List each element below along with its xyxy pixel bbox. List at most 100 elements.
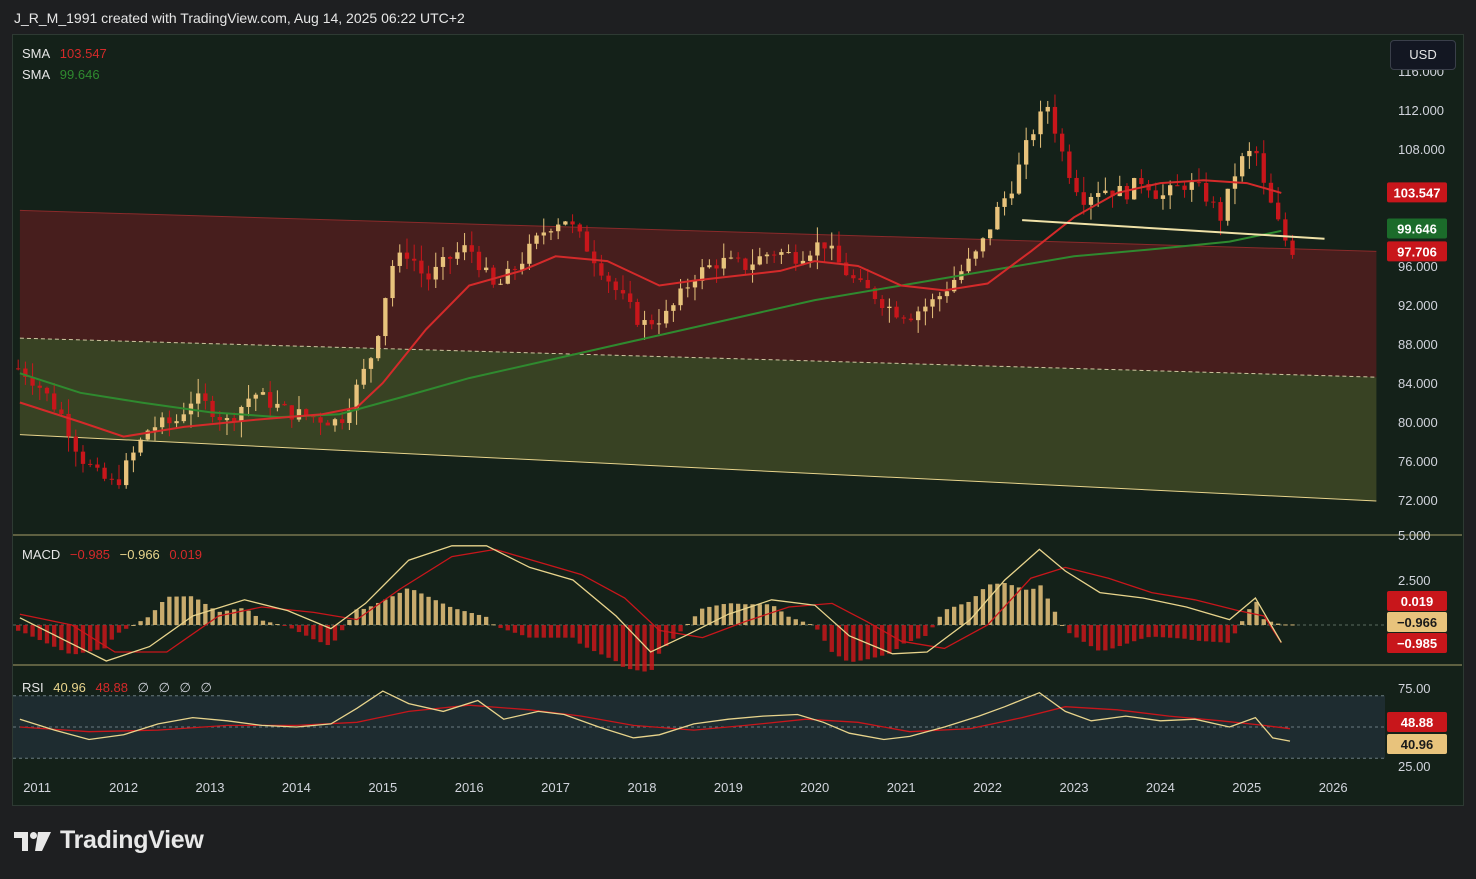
candle-body (592, 251, 597, 264)
tradingview-logo-icon (14, 831, 51, 851)
macd-histogram-bar (95, 625, 100, 650)
macd-histogram-tag: 0.019 (1401, 594, 1434, 609)
macd-histogram-bar (340, 625, 345, 631)
rsi-legend: RSI 40.96 48.88 ∅ ∅ ∅ ∅ (22, 680, 218, 696)
candle-body (498, 283, 503, 285)
neckline (1022, 219, 1325, 240)
macd-histogram-bar (556, 625, 561, 638)
currency-button[interactable]: USD (1390, 40, 1456, 70)
rsi-legend-extra-2: ∅ (158, 680, 170, 695)
macd-histogram-bar (1110, 625, 1115, 649)
candle-body (541, 232, 546, 236)
candle-body (916, 311, 921, 321)
macd-histogram-bar (793, 619, 798, 625)
candle-body (844, 262, 849, 276)
sma-slow-legend-value: 99.646 (59, 67, 100, 82)
macd-histogram-tag-bg (1387, 591, 1447, 611)
macd-histogram-bar (1038, 585, 1043, 625)
candle-body (1052, 106, 1058, 134)
x-tick: 2024 (1146, 780, 1175, 795)
macd-histogram-bar (721, 604, 726, 625)
candle-body (1189, 182, 1194, 190)
candle-body (232, 418, 237, 422)
macd-histogram-bar (1124, 625, 1130, 644)
candle-body (296, 409, 302, 420)
macd-histogram-bar (923, 625, 928, 636)
candle-body (282, 403, 287, 406)
macd-histogram-bar (1131, 625, 1137, 642)
candle-body (419, 260, 424, 274)
candle-body (340, 419, 345, 423)
macd-histogram-bar (944, 609, 950, 625)
macd-histogram-bar (952, 606, 957, 625)
macd-histogram-bar (224, 610, 230, 625)
candle-body (692, 280, 698, 288)
candle-body (556, 224, 561, 232)
candle-body (1218, 202, 1223, 221)
macd-histogram-bar (368, 606, 374, 625)
macd-histogram-bar (642, 625, 647, 672)
macd-histogram-bar (16, 625, 21, 631)
macd-histogram-bar (124, 625, 129, 629)
candle-body (131, 452, 136, 461)
price-y-tick: 108.000 (1398, 142, 1445, 157)
candle-body (793, 252, 798, 264)
candle-body (1247, 150, 1252, 157)
macd-histogram-bar (174, 596, 179, 625)
macd-histogram-bar (332, 625, 338, 641)
macd-histogram-bar (498, 625, 503, 628)
candle-body (124, 460, 129, 486)
macd-histogram-bar (455, 609, 460, 625)
candle-body (160, 417, 165, 428)
x-tick: 2015 (368, 780, 397, 795)
candle-body (505, 268, 510, 284)
macd-histogram-bar (116, 625, 122, 633)
candle-body (664, 310, 669, 324)
macd-histogram-bar (52, 625, 57, 647)
rsi-legend-extra-3: ∅ (179, 680, 191, 695)
macd-histogram-bar (1016, 587, 1022, 625)
candle-body (440, 257, 446, 267)
x-tick: 2023 (1060, 780, 1089, 795)
candle-body (613, 281, 618, 291)
rsi-ma-tag: 48.88 (1401, 715, 1434, 730)
candle-body (210, 400, 215, 417)
candle-body (368, 358, 374, 369)
macd-histogram-bar (210, 608, 215, 625)
macd-histogram-bar (1009, 585, 1014, 625)
macd-panel-marks (13, 545, 1385, 672)
macd-histogram-bar (196, 599, 201, 625)
candle-body (462, 245, 467, 253)
macd-histogram-bar (217, 611, 222, 625)
macd-histogram-bar (1196, 625, 1202, 641)
macd-histogram-bar (160, 601, 165, 625)
price-y-tick: 72.000 (1398, 493, 1438, 508)
macd-histogram-bar (188, 596, 194, 625)
candle-body (548, 231, 554, 233)
macd-histogram-bar (1117, 625, 1122, 647)
macd-histogram-bar (361, 608, 366, 625)
candle-body (894, 306, 899, 318)
macd-histogram-bar (1239, 621, 1245, 625)
macd-histogram-bar (102, 625, 107, 649)
macd-histogram-bar (577, 625, 582, 644)
macd-histogram-bar (613, 625, 618, 662)
macd-histogram-bar (469, 613, 474, 625)
candle-body (635, 301, 640, 325)
macd-histogram-bar (246, 610, 251, 625)
x-tick: 2011 (23, 780, 51, 795)
macd-line (19, 545, 1282, 662)
candle-body (246, 398, 251, 407)
candle-body (138, 439, 143, 453)
candle-body (822, 242, 827, 249)
macd-histogram-bar (649, 625, 654, 670)
macd-histogram-bar (1189, 625, 1194, 640)
candle-body (1146, 183, 1151, 191)
candle-body (268, 392, 273, 408)
tradingview-logo[interactable]: TradingView (14, 826, 204, 855)
macd-histogram-bar (606, 625, 611, 658)
candle-body (1110, 190, 1115, 197)
candle-body (800, 260, 806, 264)
macd-histogram-bar (1088, 625, 1094, 647)
